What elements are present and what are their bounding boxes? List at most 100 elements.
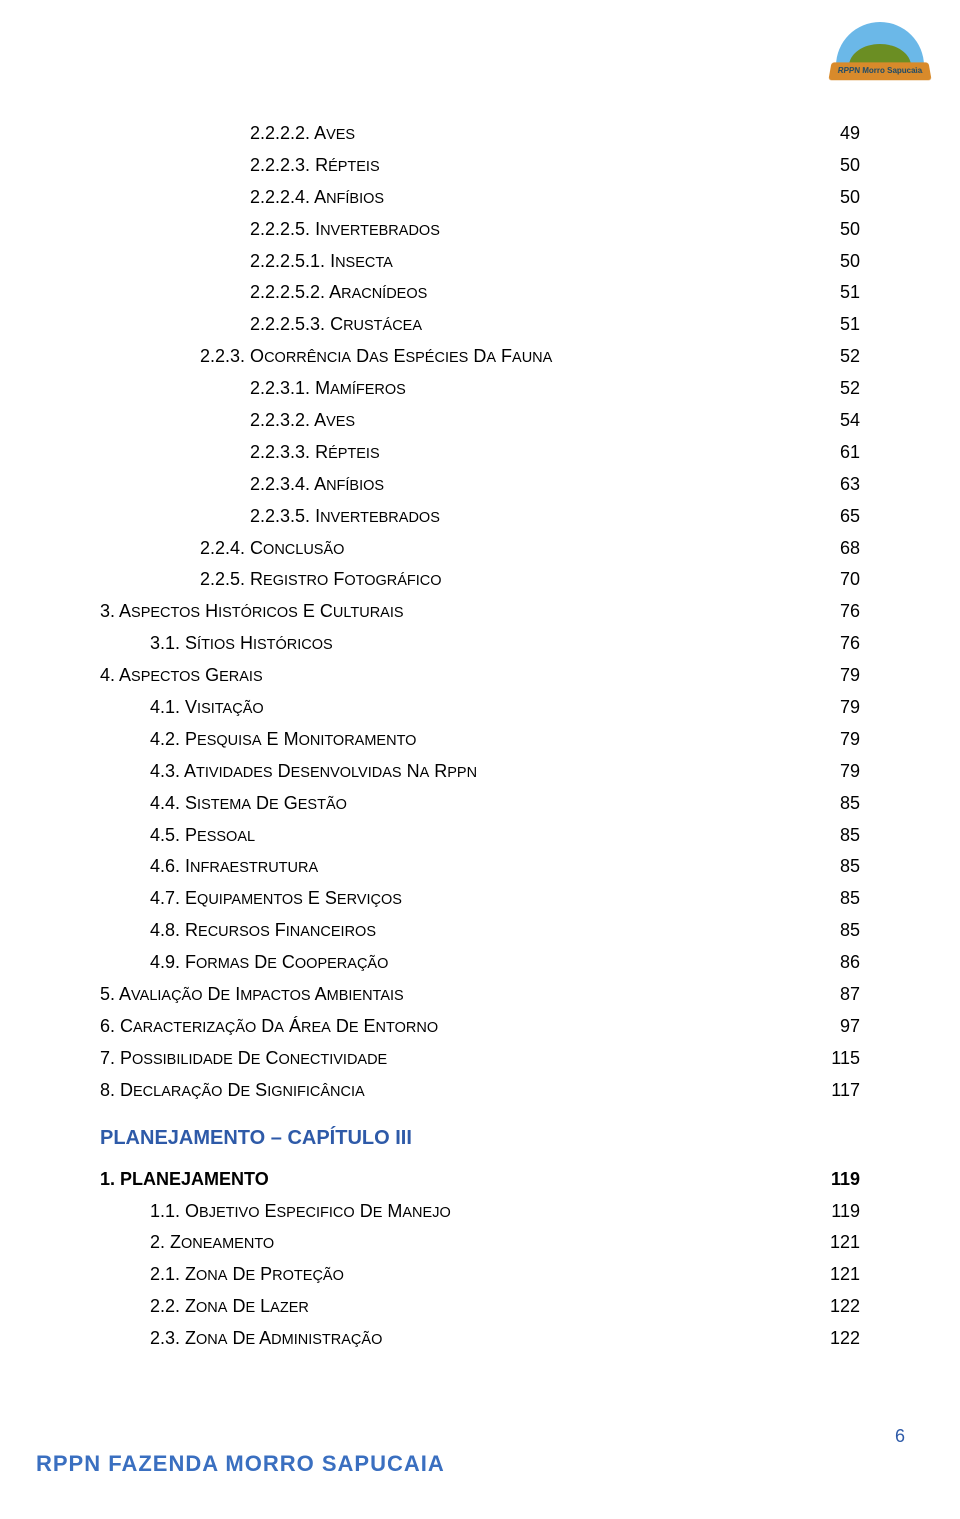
toc-row-label: 5. AVALIAÇÃO DE IMPACTOS AMBIENTAIS	[100, 981, 404, 1009]
toc-row: 2.3. ZONA DE ADMINISTRAÇÃO 122	[100, 1325, 860, 1353]
section-title: PLANEJAMENTO – CAPÍTULO III	[100, 1127, 860, 1150]
toc-row-label: 3. ASPECTOS HISTÓRICOS E CULTURAIS	[100, 598, 404, 626]
toc-content: 2.2.2.2. AVES492.2.2.3. RÉPTEIS502.2.2.4…	[100, 120, 860, 1357]
toc-row-page: 119	[812, 1166, 860, 1194]
toc-row: 2.2.3.4. ANFÍBIOS 63	[100, 471, 860, 499]
toc-row-label: 1.1. OBJETIVO ESPECIFICO DE MANEJO	[100, 1198, 451, 1226]
toc-row: 1.1. OBJETIVO ESPECIFICO DE MANEJO 119	[100, 1198, 860, 1226]
toc-row: 2.2.2.5.2. ARACNÍDEOS 51	[100, 279, 860, 307]
toc-row: 6. CARACTERIZAÇÃO DA ÁREA DE ENTORNO97	[100, 1013, 860, 1041]
toc-row: 2.2.3.1. MAMÍFEROS 52	[100, 375, 860, 403]
page-number: 6	[895, 1426, 905, 1447]
toc-row: 8. DECLARAÇÃO DE SIGNIFICÂNCIA 117	[100, 1077, 860, 1105]
toc-row-page: 117	[812, 1077, 860, 1105]
toc-row-label: 1. PLANEJAMENTO	[100, 1166, 269, 1194]
toc-row-page: 122	[812, 1293, 860, 1321]
toc-row: 2.2.2.5. INVERTEBRADOS 50	[100, 216, 860, 244]
toc-block: 2.2.2.2. AVES492.2.2.3. RÉPTEIS502.2.2.4…	[100, 120, 860, 1105]
toc-row-label: 4.1. VISITAÇÃO	[100, 694, 264, 722]
toc-row: 2.2.2.4. ANFÍBIOS 50	[100, 184, 860, 212]
toc-row-label: 4. ASPECTOS GERAIS	[100, 662, 263, 690]
toc-row-label: 2.2.2.5.1. INSECTA	[100, 248, 393, 276]
toc-row-page: 85	[812, 853, 860, 881]
toc-row-page: 50	[812, 152, 860, 180]
toc-row-label: 2.2.3.2. AVES	[100, 407, 355, 435]
toc-row-page: 85	[812, 822, 860, 850]
toc-row: 4.3. ATIVIDADES DESENVOLVIDAS NA RPPN79	[100, 758, 860, 786]
toc-row: 4.1. VISITAÇÃO 79	[100, 694, 860, 722]
toc-row: 2.2.3.5. INVERTEBRADOS 65	[100, 503, 860, 531]
toc-row-label: 2.2.2.4. ANFÍBIOS	[100, 184, 384, 212]
logo: RPPN Morro Sapucaia	[830, 18, 930, 86]
toc-row-page: 122	[812, 1325, 860, 1353]
toc-row: 4.4. SISTEMA DE GESTÃO85	[100, 790, 860, 818]
toc-row-page: 50	[812, 216, 860, 244]
toc-row-label: 2.2.2.2. AVES	[100, 120, 355, 148]
toc-row-page: 85	[812, 790, 860, 818]
toc-row-page: 70	[812, 566, 860, 594]
toc-row: 2.2.4. CONCLUSÃO68	[100, 535, 860, 563]
toc-row-label: 4.5. PESSOAL	[100, 822, 255, 850]
toc-row-page: 119	[812, 1198, 860, 1226]
toc-row-label: 2.2.3. OCORRÊNCIA DAS ESPÉCIES DA FAUNA	[100, 343, 552, 371]
toc-row-page: 63	[812, 471, 860, 499]
toc-row-label: 2.1. ZONA DE PROTEÇÃO	[100, 1261, 344, 1289]
toc-row-label: 2.2.2.5. INVERTEBRADOS	[100, 216, 440, 244]
toc-row: 2.1. ZONA DE PROTEÇÃO121	[100, 1261, 860, 1289]
toc-row-page: 51	[812, 279, 860, 307]
toc-row: 2.2.5. REGISTRO FOTOGRÁFICO 70	[100, 566, 860, 594]
toc-row: 4.5. PESSOAL 85	[100, 822, 860, 850]
toc-block: 1. PLANEJAMENTO1191.1. OBJETIVO ESPECIFI…	[100, 1166, 860, 1353]
toc-row-label: 2.2.5. REGISTRO FOTOGRÁFICO	[100, 566, 442, 594]
toc-row: 3.1. SÍTIOS HISTÓRICOS76	[100, 630, 860, 658]
toc-row-label: 4.2. PESQUISA E MONITORAMENTO	[100, 726, 416, 754]
toc-row-page: 87	[812, 981, 860, 1009]
toc-row: 1. PLANEJAMENTO 119	[100, 1166, 860, 1194]
toc-row: 4.9. FORMAS DE COOPERAÇÃO 86	[100, 949, 860, 977]
toc-row-page: 68	[812, 535, 860, 563]
toc-row: 4. ASPECTOS GERAIS 79	[100, 662, 860, 690]
toc-row-label: 3.1. SÍTIOS HISTÓRICOS	[100, 630, 333, 658]
toc-row-label: 2. ZONEAMENTO	[100, 1229, 274, 1257]
toc-row-page: 52	[812, 375, 860, 403]
toc-row-label: 4.8. RECURSOS FINANCEIROS	[100, 917, 376, 945]
toc-row-label: 2.2.2.5.2. ARACNÍDEOS	[100, 279, 427, 307]
toc-row-page: 79	[812, 662, 860, 690]
toc-row: 2.2.3. OCORRÊNCIA DAS ESPÉCIES DA FAUNA 5…	[100, 343, 860, 371]
toc-row-page: 50	[812, 248, 860, 276]
toc-row: 2.2.2.2. AVES 49	[100, 120, 860, 148]
toc-row: 2.2.2.5.1. INSECTA 50	[100, 248, 860, 276]
footer-text: RPPN FAZENDA MORRO SAPUCAIA	[36, 1451, 445, 1477]
toc-row-page: 50	[812, 184, 860, 212]
toc-row-page: 79	[812, 694, 860, 722]
toc-row: 4.6. INFRAESTRUTURA85	[100, 853, 860, 881]
toc-row: 4.2. PESQUISA E MONITORAMENTO 79	[100, 726, 860, 754]
toc-row-page: 121	[812, 1229, 860, 1257]
toc-row-label: 2.2.3.1. MAMÍFEROS	[100, 375, 406, 403]
toc-row-page: 49	[812, 120, 860, 148]
toc-row-page: 52	[812, 343, 860, 371]
toc-row-label: 4.7. EQUIPAMENTOS E SERVIÇOS	[100, 885, 402, 913]
toc-row-label: 2.2.2.3. RÉPTEIS	[100, 152, 380, 180]
toc-row-label: 4.9. FORMAS DE COOPERAÇÃO	[100, 949, 388, 977]
toc-row-label: 2.2.3.5. INVERTEBRADOS	[100, 503, 440, 531]
toc-row-label: 2.3. ZONA DE ADMINISTRAÇÃO	[100, 1325, 382, 1353]
toc-row-page: 76	[812, 598, 860, 626]
toc-row-page: 79	[812, 726, 860, 754]
toc-row-label: 2.2.3.3. RÉPTEIS	[100, 439, 380, 467]
toc-row: 2. ZONEAMENTO 121	[100, 1229, 860, 1257]
toc-row-page: 86	[812, 949, 860, 977]
toc-row: 4.7. EQUIPAMENTOS E SERVIÇOS85	[100, 885, 860, 913]
toc-row-page: 97	[812, 1013, 860, 1041]
toc-row-page: 51	[812, 311, 860, 339]
toc-row: 4.8. RECURSOS FINANCEIROS 85	[100, 917, 860, 945]
toc-row-page: 85	[812, 917, 860, 945]
toc-row-label: 8. DECLARAÇÃO DE SIGNIFICÂNCIA	[100, 1077, 365, 1105]
toc-row-label: 4.3. ATIVIDADES DESENVOLVIDAS NA RPPN	[100, 758, 477, 786]
logo-ribbon: RPPN Morro Sapucaia	[828, 62, 931, 80]
toc-row: 3. ASPECTOS HISTÓRICOS E CULTURAIS 76	[100, 598, 860, 626]
toc-row: 5. AVALIAÇÃO DE IMPACTOS AMBIENTAIS 87	[100, 981, 860, 1009]
toc-row-label: 2.2.3.4. ANFÍBIOS	[100, 471, 384, 499]
toc-row-label: 2.2. ZONA DE LAZER	[100, 1293, 309, 1321]
toc-row-page: 65	[812, 503, 860, 531]
